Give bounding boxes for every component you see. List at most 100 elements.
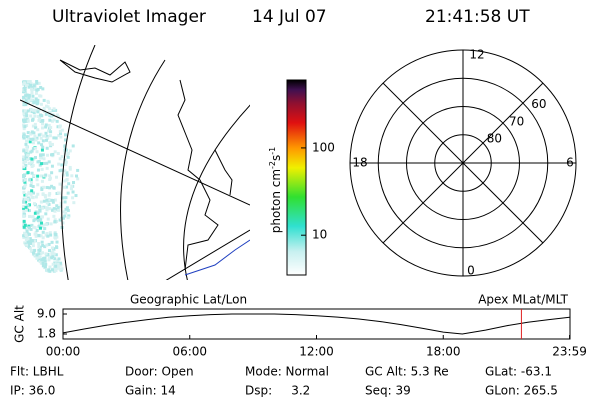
dot xyxy=(30,189,34,193)
status-field: GLat: -63.1 xyxy=(485,365,552,379)
dot xyxy=(40,126,44,130)
dot xyxy=(36,98,40,102)
dot xyxy=(30,180,34,184)
dot xyxy=(26,80,30,84)
dot xyxy=(52,186,56,190)
polar-ring-label: 70 xyxy=(509,114,524,128)
dot xyxy=(58,267,62,271)
meridian xyxy=(183,104,250,280)
dot xyxy=(60,267,64,271)
dot xyxy=(22,206,26,210)
dot xyxy=(22,98,26,102)
dot xyxy=(51,268,55,272)
dot xyxy=(23,109,27,113)
polar-ring-label: 80 xyxy=(487,132,502,146)
dot xyxy=(27,226,31,230)
dot xyxy=(37,224,41,228)
dot xyxy=(26,197,30,201)
y-tick-label: 1.8 xyxy=(37,327,56,341)
dot xyxy=(48,174,52,178)
dot xyxy=(50,171,54,175)
dot xyxy=(38,257,42,261)
dot xyxy=(60,163,64,167)
dot xyxy=(22,179,26,183)
dot xyxy=(52,252,56,256)
polar-ring-label: 60 xyxy=(531,97,546,111)
polar-ring xyxy=(377,77,549,249)
dot xyxy=(44,173,48,177)
dot xyxy=(42,157,46,161)
unit: photon cm xyxy=(269,169,283,233)
dot xyxy=(54,175,58,179)
dot xyxy=(40,114,44,118)
dot xyxy=(27,198,31,202)
dot xyxy=(39,94,43,98)
coastline xyxy=(177,79,219,271)
x-tick-label: 18:00 xyxy=(426,345,461,359)
dot xyxy=(25,145,29,149)
dot xyxy=(38,108,42,112)
dot xyxy=(58,182,62,186)
dot xyxy=(54,253,58,257)
dot xyxy=(44,206,48,210)
dot xyxy=(42,199,46,203)
dot xyxy=(61,221,65,225)
dot xyxy=(48,265,52,269)
dot xyxy=(42,161,46,165)
dot xyxy=(65,154,69,158)
dot xyxy=(37,233,41,237)
dot xyxy=(41,251,45,255)
dot xyxy=(32,219,36,223)
dot xyxy=(41,192,45,196)
dot xyxy=(32,225,36,229)
title: Ultraviolet Imager xyxy=(52,7,206,27)
dot xyxy=(26,154,30,158)
dot xyxy=(57,115,61,119)
dot xyxy=(28,239,32,243)
status-field: Mode: Normal xyxy=(245,365,329,379)
emission xyxy=(22,80,80,273)
dot xyxy=(30,87,34,91)
dot xyxy=(22,95,26,99)
dot xyxy=(29,241,33,245)
dot xyxy=(54,108,58,112)
dot xyxy=(45,208,49,212)
dot xyxy=(38,209,42,213)
dot xyxy=(39,226,43,230)
dot xyxy=(60,168,64,172)
dot xyxy=(75,174,79,178)
dot xyxy=(40,162,44,166)
polar-ring xyxy=(406,106,520,220)
meridian xyxy=(120,59,166,280)
dot xyxy=(53,257,57,261)
dot xyxy=(42,134,46,138)
dot xyxy=(31,94,35,98)
dot xyxy=(22,236,26,240)
dot xyxy=(51,199,55,203)
dot xyxy=(40,215,44,219)
dot xyxy=(45,232,49,236)
dot xyxy=(55,266,59,270)
dot xyxy=(71,190,75,194)
dot xyxy=(42,185,46,189)
dot xyxy=(32,157,36,161)
dot xyxy=(31,184,35,188)
dot xyxy=(22,149,26,153)
dot xyxy=(47,258,51,262)
dot xyxy=(38,163,42,167)
dot xyxy=(28,203,32,207)
dot xyxy=(63,214,67,218)
dot xyxy=(54,208,58,212)
colorbar-label: photon cm-2s-1 xyxy=(268,147,283,234)
dot xyxy=(35,88,39,92)
dot xyxy=(30,164,34,168)
dot xyxy=(50,250,54,254)
dot xyxy=(23,180,27,184)
dot xyxy=(27,224,31,228)
dot xyxy=(60,128,64,132)
dot xyxy=(52,207,56,211)
dot xyxy=(24,94,28,98)
dot xyxy=(41,261,45,265)
dot xyxy=(34,126,38,130)
dot xyxy=(33,122,37,126)
